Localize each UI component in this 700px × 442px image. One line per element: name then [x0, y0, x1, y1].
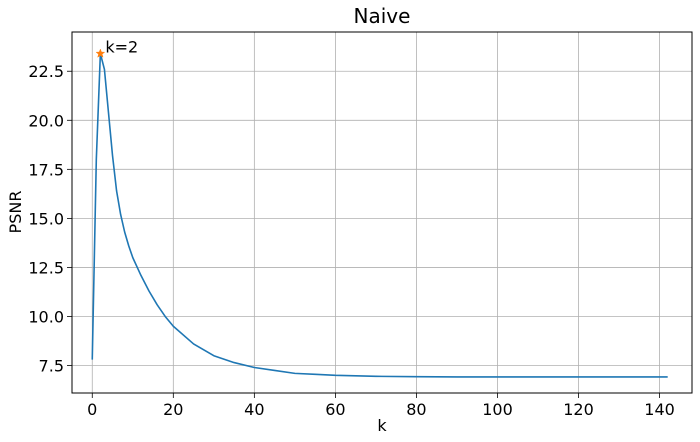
x-axis-label: k: [377, 416, 387, 435]
x-tick-label: 40: [244, 400, 264, 419]
psnr-line: [91, 52, 668, 378]
y-tick-label: 15.0: [28, 209, 64, 228]
plot-frame: [71, 31, 693, 394]
y-ticks: 7.5 10.0 12.5 15.0 17.5 20.0 22.5: [28, 62, 72, 376]
x-tick-label: 140: [644, 400, 675, 419]
x-tick-label: 60: [325, 400, 345, 419]
y-tick-label: 17.5: [28, 160, 64, 179]
grid: [72, 32, 692, 393]
y-tick-label: 10.0: [28, 307, 64, 326]
max-psnr-marker: [95, 48, 106, 58]
y-tick-label: 12.5: [28, 258, 64, 277]
y-tick-label: 20.0: [28, 111, 64, 130]
chart-title: Naive: [354, 4, 411, 28]
y-axis-label: PSNR: [6, 191, 25, 234]
x-tick-label: 120: [563, 400, 594, 419]
y-tick-label: 7.5: [39, 357, 64, 376]
y-tick-label: 22.5: [28, 62, 64, 81]
series-layer: [91, 52, 668, 378]
x-tick-label: 80: [406, 400, 426, 419]
x-tick-label: 20: [163, 400, 183, 419]
marker-layer: k=2: [95, 38, 138, 58]
x-tick-label: 100: [482, 400, 513, 419]
x-tick-label: 0: [87, 400, 97, 419]
x-ticks: 0 20 40 60 80 100 120 140: [87, 393, 675, 419]
peak-annotation: k=2: [105, 38, 138, 57]
